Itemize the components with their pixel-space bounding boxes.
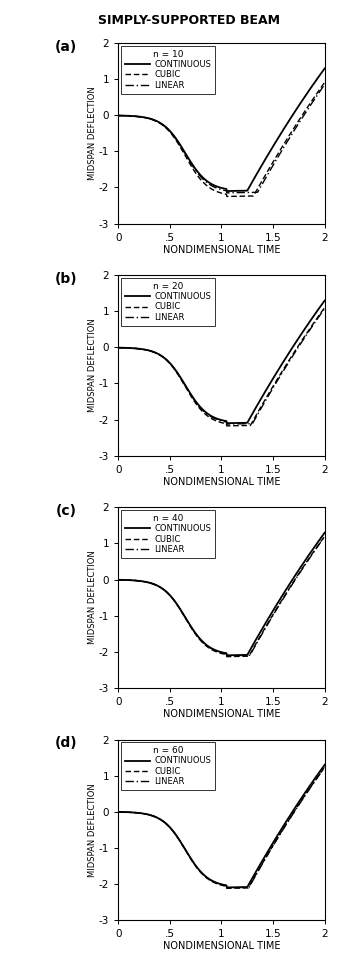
Text: (c): (c)	[56, 504, 77, 518]
Legend: CONTINUOUS, CUBIC, LINEAR: CONTINUOUS, CUBIC, LINEAR	[121, 742, 215, 790]
Legend: CONTINUOUS, CUBIC, LINEAR: CONTINUOUS, CUBIC, LINEAR	[121, 278, 215, 326]
X-axis label: NONDIMENSIONAL TIME: NONDIMENSIONAL TIME	[163, 709, 280, 719]
X-axis label: NONDIMENSIONAL TIME: NONDIMENSIONAL TIME	[163, 477, 280, 487]
Y-axis label: MIDSPAN DEFLECTION: MIDSPAN DEFLECTION	[88, 782, 97, 876]
Text: (a): (a)	[55, 40, 77, 53]
X-axis label: NONDIMENSIONAL TIME: NONDIMENSIONAL TIME	[163, 244, 280, 255]
Text: SIMPLY-SUPPORTED BEAM: SIMPLY-SUPPORTED BEAM	[98, 14, 280, 27]
Legend: CONTINUOUS, CUBIC, LINEAR: CONTINUOUS, CUBIC, LINEAR	[121, 45, 215, 94]
X-axis label: NONDIMENSIONAL TIME: NONDIMENSIONAL TIME	[163, 941, 280, 951]
Text: (b): (b)	[54, 271, 77, 286]
Text: (d): (d)	[54, 736, 77, 750]
Y-axis label: MIDSPAN DEFLECTION: MIDSPAN DEFLECTION	[88, 319, 97, 412]
Legend: CONTINUOUS, CUBIC, LINEAR: CONTINUOUS, CUBIC, LINEAR	[121, 510, 215, 558]
Y-axis label: MIDSPAN DEFLECTION: MIDSPAN DEFLECTION	[88, 551, 97, 644]
Y-axis label: MIDSPAN DEFLECTION: MIDSPAN DEFLECTION	[88, 86, 97, 181]
